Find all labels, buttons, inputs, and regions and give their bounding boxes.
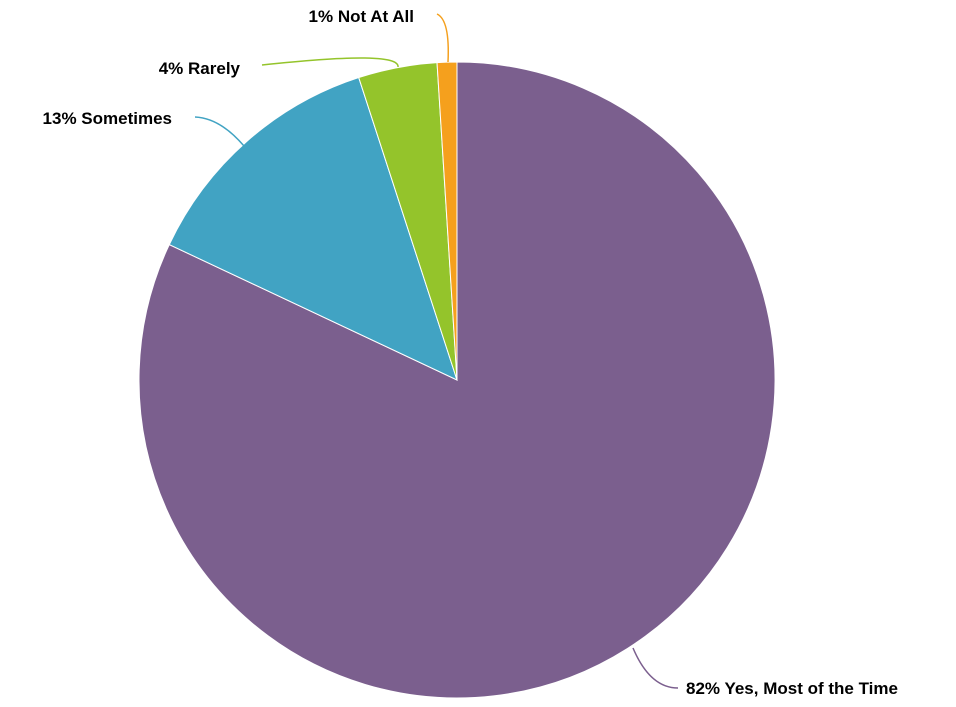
leader-line <box>194 116 245 147</box>
value-label: 4% <box>159 59 184 78</box>
value-label: 1% <box>309 7 334 26</box>
leader-line <box>436 13 450 63</box>
pie-slice <box>436 61 458 381</box>
value-label: 82% <box>686 679 720 698</box>
category-label: Rarely <box>188 59 241 78</box>
value-label: 13% <box>43 109 77 128</box>
slice-label: 13% Sometimes <box>43 109 172 128</box>
slice-label: 4% Rarely <box>159 59 241 78</box>
leader-line <box>261 57 399 68</box>
slice-label: 82% Yes, Most of the Time <box>686 679 898 698</box>
category-label: Not At All <box>338 7 414 26</box>
slice-label: 1% Not At All <box>309 7 414 26</box>
leader-line <box>632 647 679 689</box>
pie-slice <box>168 76 458 381</box>
category-label: Yes, Most of the Time <box>724 679 898 698</box>
category-label: Sometimes <box>81 109 172 128</box>
